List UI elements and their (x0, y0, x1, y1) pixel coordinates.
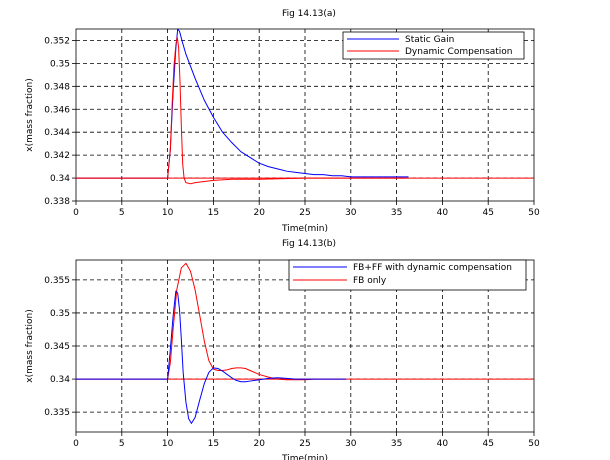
y-tick-label: 0.346 (44, 105, 70, 115)
x-tick-label: 45 (482, 439, 493, 449)
x-tick-label: 40 (437, 208, 449, 218)
x-tick-label: 35 (391, 439, 402, 449)
legend-entry: FB only (353, 276, 387, 286)
chart-title: Fig 14.13(b) (282, 239, 336, 249)
chart-title: Fig 14.13(a) (282, 9, 336, 19)
legend-entry: Static Gain (405, 35, 454, 45)
y-tick-label: 0.345 (44, 342, 70, 352)
y-tick-label: 0.34 (50, 375, 70, 385)
x-tick-label: 15 (208, 439, 219, 449)
legend: FB+FF with dynamic compensation FB only (288, 259, 527, 291)
y-tick-label: 0.355 (44, 276, 70, 286)
x-tick-label: 20 (253, 439, 265, 449)
x-tick-label: 15 (208, 208, 219, 218)
plot-fig-a: 0 5 10 15 20 25 30 35 40 45 50 0.338 0.34 0.342 0.344 0… (25, 9, 540, 234)
x-tick-label: 50 (528, 208, 540, 218)
x-tick-label: 5 (119, 208, 125, 218)
x-tick-label: 45 (482, 208, 493, 218)
legend-box (288, 259, 527, 291)
y-tick-label: 0.344 (44, 128, 70, 138)
series-line-blue (76, 28, 409, 179)
x-tick-label: 0 (73, 439, 79, 449)
y-tick-label: 0.348 (44, 82, 70, 92)
y-tick-label: 0.35 (50, 59, 70, 69)
x-tick-label: 50 (528, 439, 540, 449)
plot-fig-b: 0 5 10 15 20 25 30 35 40 45 50 0.335 0.34 0.345 0.35 0.… (25, 239, 540, 460)
x-tick-label: 10 (162, 439, 174, 449)
x-tick-label: 20 (253, 208, 265, 218)
y-tick-label: 0.338 (44, 197, 70, 207)
x-axis-label: Time(min) (281, 224, 328, 234)
legend-box (342, 31, 525, 60)
x-axis-label: Time(min) (281, 454, 328, 460)
x-tick-label: 0 (73, 208, 79, 218)
y-axis-label: x(mass fraction) (25, 78, 35, 151)
x-tick-label: 30 (345, 208, 357, 218)
legend: Static Gain Dynamic Compensation (342, 31, 525, 60)
x-tick-label: 35 (391, 208, 402, 218)
y-tick-label: 0.335 (44, 408, 70, 418)
y-tick-label: 0.35 (50, 309, 70, 319)
y-axis-label: x(mass fraction) (25, 309, 35, 382)
x-tick-label: 30 (345, 439, 357, 449)
legend-entry: FB+FF with dynamic compensation (353, 263, 512, 273)
y-tick-label: 0.352 (44, 36, 70, 46)
series-line-blue (76, 290, 347, 424)
x-tick-label: 40 (437, 439, 449, 449)
y-tick-label: 0.342 (44, 151, 70, 161)
series-line-red (76, 262, 347, 381)
x-tick-label: 10 (162, 208, 174, 218)
x-tick-label: 25 (299, 439, 310, 449)
legend-entry: Dynamic Compensation (405, 47, 513, 57)
x-tick-label: 5 (119, 439, 125, 449)
x-tick-label: 25 (299, 208, 310, 218)
y-tick-label: 0.34 (50, 174, 70, 184)
series-line-red (76, 36, 406, 185)
